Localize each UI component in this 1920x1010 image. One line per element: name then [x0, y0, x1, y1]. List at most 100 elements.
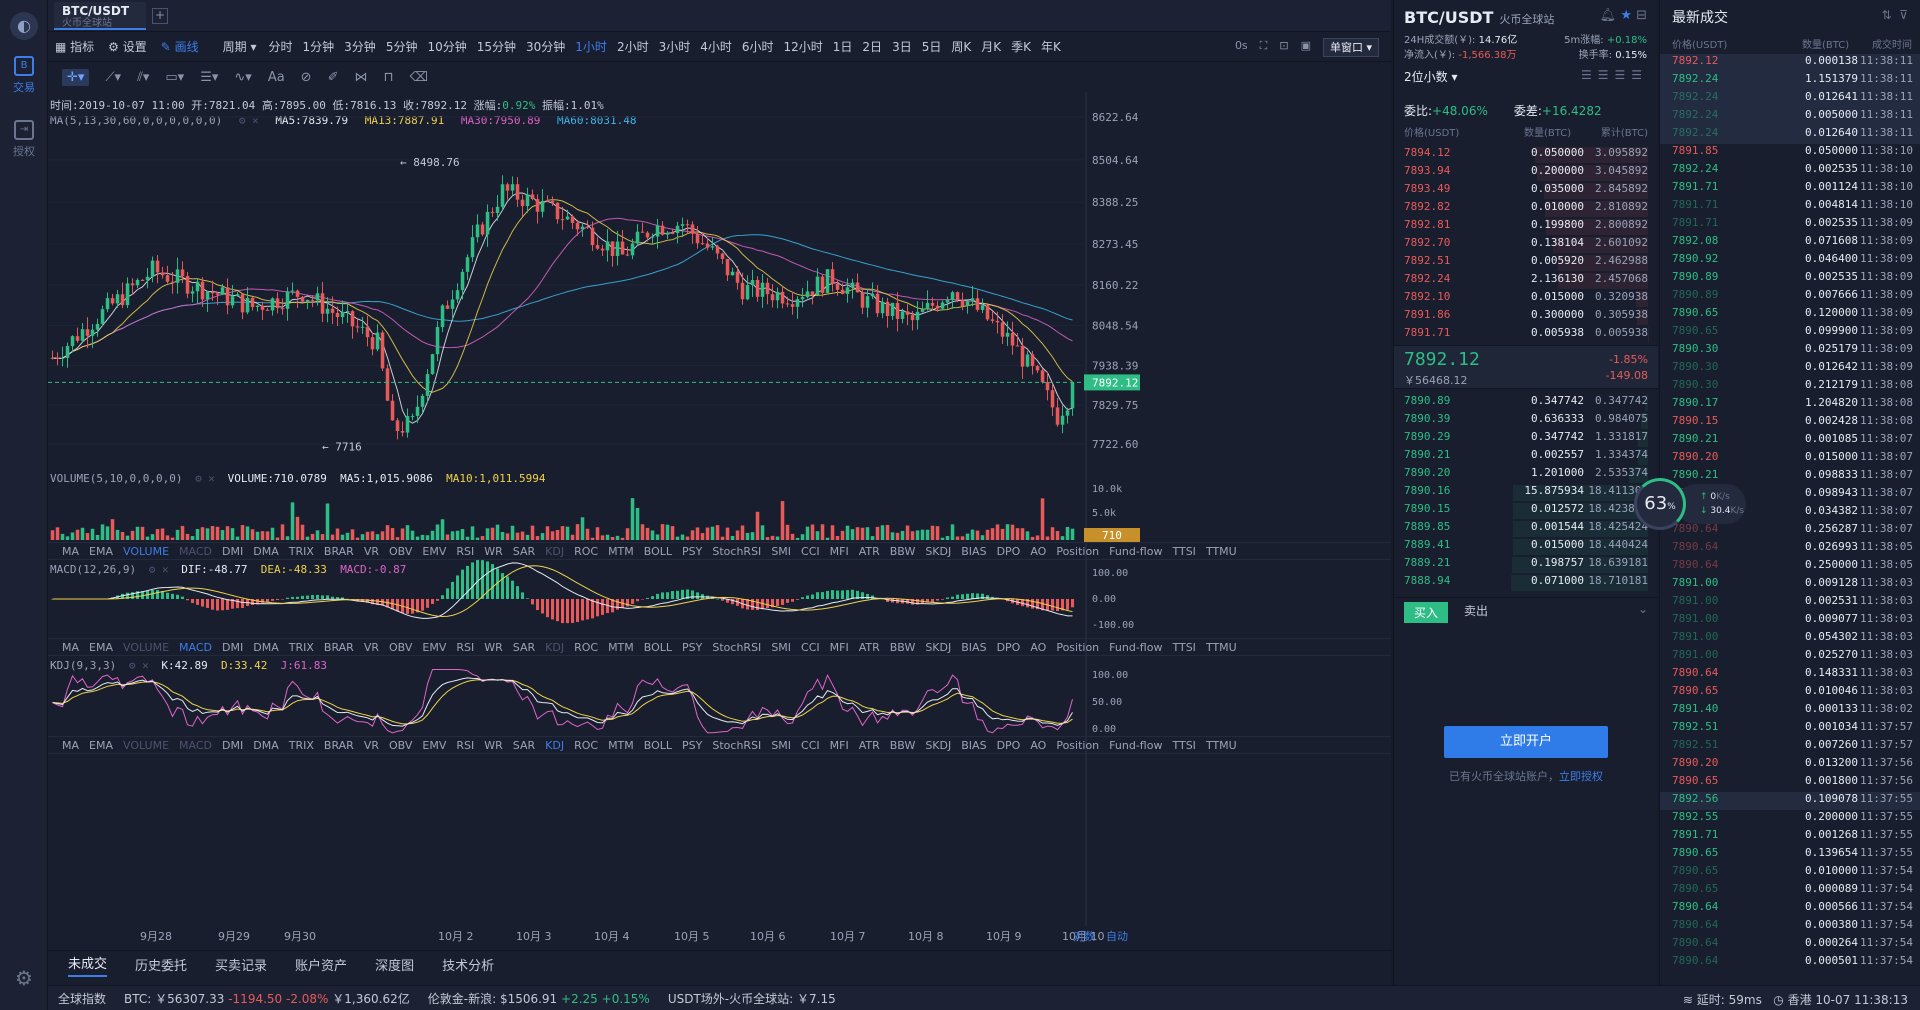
- indicator-mtm[interactable]: MTM: [608, 738, 634, 752]
- ask-row[interactable]: 7891.71 0.005938 0.005938: [1404, 326, 1648, 344]
- indicator-ma[interactable]: MA: [62, 640, 80, 654]
- indicator-roc[interactable]: ROC: [574, 544, 599, 558]
- indicator-volume[interactable]: VOLUME: [122, 738, 170, 752]
- period-17[interactable]: 周K: [951, 40, 972, 54]
- indicator-vr[interactable]: VR: [363, 640, 379, 654]
- indicator-emv[interactable]: EMV: [422, 738, 447, 752]
- indicator-mfi[interactable]: MFI: [829, 738, 849, 752]
- authorize-link[interactable]: 立即授权: [1559, 770, 1603, 783]
- ruler-tool-icon[interactable]: ⊘: [300, 69, 312, 85]
- rect-tool-icon[interactable]: ▭▾: [165, 69, 185, 85]
- indicator-skdj[interactable]: SKDJ: [925, 738, 952, 752]
- indicator-brar[interactable]: BRAR: [323, 640, 354, 654]
- decimals-select[interactable]: 2位小数 ▾: [1404, 70, 1458, 84]
- ask-row[interactable]: 7892.10 0.015000 0.320938: [1404, 290, 1648, 308]
- indicator-atr[interactable]: ATR: [858, 544, 880, 558]
- indicator-dpo[interactable]: DPO: [996, 544, 1021, 558]
- indicator-bias[interactable]: BIAS: [961, 544, 987, 558]
- rail-item-auth[interactable]: ⇥ 授权: [0, 120, 48, 159]
- period-3[interactable]: 5分钟: [385, 40, 418, 54]
- indicator-ma[interactable]: MA: [62, 738, 80, 752]
- bid-row[interactable]: 7889.21 0.198757 18.639181: [1404, 556, 1648, 574]
- indicator-dpo[interactable]: DPO: [996, 640, 1021, 654]
- indicator-emv[interactable]: EMV: [422, 544, 447, 558]
- indicator-mfi[interactable]: MFI: [829, 640, 849, 654]
- log-scale-toggle[interactable]: 对数: [1073, 930, 1095, 943]
- kdj-settings-icon[interactable]: ⚙ ✕: [128, 659, 149, 672]
- period-5[interactable]: 15分钟: [476, 40, 517, 54]
- period-10[interactable]: 4小时: [700, 40, 732, 54]
- ask-row[interactable]: 7892.24 2.136130 2.457068: [1404, 272, 1648, 290]
- indicator-obv[interactable]: OBV: [389, 640, 413, 654]
- rail-item-trade[interactable]: B 交易: [0, 56, 48, 95]
- ask-row[interactable]: 7893.94 0.200000 3.045892: [1404, 164, 1648, 182]
- bottom-tab-5[interactable]: 技术分析: [442, 959, 495, 974]
- indicator-dmi[interactable]: DMI: [222, 738, 244, 752]
- indicator-volume[interactable]: VOLUME: [122, 544, 170, 558]
- indicator-macd[interactable]: MACD: [179, 640, 213, 654]
- text-tool-icon[interactable]: Aa: [267, 69, 285, 85]
- indicator-brar[interactable]: BRAR: [323, 544, 354, 558]
- crop-icon[interactable]: ⊡: [1279, 39, 1289, 52]
- indicator-bias[interactable]: BIAS: [961, 640, 987, 654]
- indicator-kdj[interactable]: KDJ: [545, 738, 565, 752]
- indicator-fund-flow[interactable]: Fund-flow: [1109, 544, 1163, 558]
- ask-row[interactable]: 7892.51 0.005920 2.462988: [1404, 254, 1648, 272]
- indicator-trix[interactable]: TRIX: [288, 544, 314, 558]
- bottom-tab-4[interactable]: 深度图: [375, 959, 415, 974]
- indicator-obv[interactable]: OBV: [389, 544, 413, 558]
- bid-row[interactable]: 7890.89 0.347742 0.347742: [1404, 394, 1648, 412]
- bid-row[interactable]: 7890.20 1.201000 2.535374: [1404, 466, 1648, 484]
- indicator-bbw[interactable]: BBW: [889, 738, 916, 752]
- indicator-ema[interactable]: EMA: [89, 640, 113, 654]
- indicator-trix[interactable]: TRIX: [288, 738, 314, 752]
- bid-row[interactable]: 7889.41 0.015000 18.440424: [1404, 538, 1648, 556]
- buy-tab[interactable]: 买入: [1404, 602, 1449, 623]
- bottom-tab-3[interactable]: 账户资产: [295, 959, 348, 974]
- lock-tool-icon[interactable]: ⊓: [383, 69, 394, 85]
- bottom-tab-0[interactable]: 未成交: [68, 953, 108, 977]
- parallel-tool-icon[interactable]: ⫽▾: [137, 69, 150, 85]
- indicator-psy[interactable]: PSY: [682, 640, 703, 654]
- indicator-ttsi[interactable]: TTSI: [1172, 544, 1196, 558]
- star-icon[interactable]: ★: [1620, 8, 1632, 23]
- indicator-fund-flow[interactable]: Fund-flow: [1109, 738, 1163, 752]
- indicator-sar[interactable]: SAR: [512, 738, 536, 752]
- fullscreen-icon[interactable]: ⛶: [1259, 39, 1268, 52]
- single-window-select[interactable]: 单窗口 ▾: [1322, 38, 1379, 57]
- indicator-stochrsi[interactable]: StochRSI: [712, 738, 762, 752]
- bid-row[interactable]: 7890.21 0.002557 1.334374: [1404, 448, 1648, 466]
- indicator-brar[interactable]: BRAR: [323, 738, 354, 752]
- indicator-ttsi[interactable]: TTSI: [1172, 738, 1196, 752]
- wave-tool-icon[interactable]: ∿▾: [234, 69, 252, 85]
- trash-tool-icon[interactable]: ⌫: [409, 69, 429, 85]
- period-4[interactable]: 10分钟: [427, 40, 467, 54]
- indicator-dmi[interactable]: DMI: [222, 640, 244, 654]
- indicator-ao[interactable]: AO: [1030, 640, 1047, 654]
- settings-gear-icon[interactable]: ⚙: [15, 966, 33, 990]
- indicator-ttmu[interactable]: TTMU: [1205, 738, 1237, 752]
- ask-row[interactable]: 7893.49 0.035000 2.845892: [1404, 182, 1648, 200]
- draw-button[interactable]: ✎ 画线: [160, 40, 199, 54]
- line-tool-icon[interactable]: ⟋▾: [105, 69, 122, 85]
- indicator-sar[interactable]: SAR: [512, 640, 536, 654]
- indicator-roc[interactable]: ROC: [574, 738, 599, 752]
- indicator-bbw[interactable]: BBW: [889, 640, 916, 654]
- period-15[interactable]: 3日: [892, 40, 912, 54]
- bell-icon[interactable]: 🔔︎ ★ ⊟: [1599, 8, 1647, 23]
- indicator-ema[interactable]: EMA: [89, 738, 113, 752]
- indicator-fund-flow[interactable]: Fund-flow: [1109, 640, 1163, 654]
- fib-tool-icon[interactable]: ☰▾: [200, 69, 219, 85]
- ask-row[interactable]: 7892.82 0.010000 2.810892: [1404, 200, 1648, 218]
- indicator-wr[interactable]: WR: [484, 640, 503, 654]
- indicator-ma[interactable]: MA: [62, 544, 80, 558]
- global-index-label[interactable]: 全球指数: [58, 991, 107, 1006]
- indicator-roc[interactable]: ROC: [574, 640, 599, 654]
- indicator-wr[interactable]: WR: [484, 738, 503, 752]
- indicator-mtm[interactable]: MTM: [608, 640, 634, 654]
- period-1[interactable]: 1分钟: [302, 40, 335, 54]
- indicators-button[interactable]: ▦ 指标: [55, 40, 95, 54]
- indicator-stochrsi[interactable]: StochRSI: [712, 544, 762, 558]
- period-14[interactable]: 2日: [862, 40, 883, 54]
- indicator-smi[interactable]: SMI: [771, 544, 792, 558]
